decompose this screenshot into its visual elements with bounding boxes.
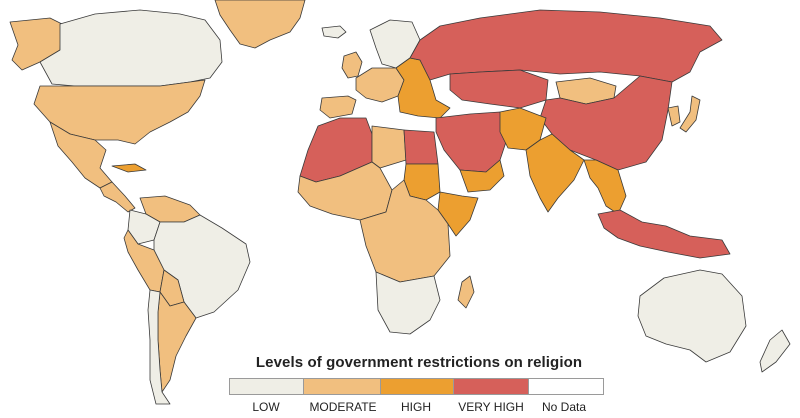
- region-japan: [679, 95, 701, 133]
- region-cuba: [111, 163, 147, 173]
- region-madagascar: [457, 275, 475, 309]
- legend-label-high: HIGH: [401, 400, 431, 414]
- region-central-america: [99, 181, 136, 213]
- region-indonesia: [597, 209, 731, 259]
- legend-swatch-moderate: [304, 379, 381, 394]
- region-western-europe: [355, 67, 405, 103]
- legend-title: Levels of government restrictions on rel…: [255, 354, 583, 371]
- region-egypt: [403, 129, 439, 165]
- legend-swatch-no-data: [529, 379, 603, 394]
- legend-swatch-very-high: [454, 379, 529, 394]
- region-india: [525, 133, 585, 213]
- region-korea: [667, 105, 681, 127]
- region-russia: [409, 9, 723, 83]
- region-australia: [637, 269, 747, 363]
- legend-label-moderate: MODERATE: [309, 400, 377, 414]
- legend-swatch-low: [230, 379, 304, 394]
- region-kazakhstan-central-asia: [449, 69, 549, 109]
- region-greenland: [214, 0, 306, 49]
- region-new-zealand: [759, 329, 791, 373]
- legend-bar: [229, 378, 604, 395]
- region-canada: [39, 9, 223, 87]
- legend-label-very-high: VERY HIGH: [458, 400, 524, 414]
- region-libya: [371, 125, 407, 169]
- region-chile: [147, 289, 171, 405]
- legend-swatch-high: [381, 379, 454, 394]
- legend-label-no-data: No Data: [541, 400, 587, 414]
- region-yemen-oman: [459, 159, 505, 193]
- region-spain: [319, 95, 357, 119]
- region-iceland: [321, 25, 347, 39]
- region-southern-africa: [375, 271, 441, 335]
- region-uk-ireland: [341, 51, 363, 79]
- legend-label-low: LOW: [252, 400, 280, 414]
